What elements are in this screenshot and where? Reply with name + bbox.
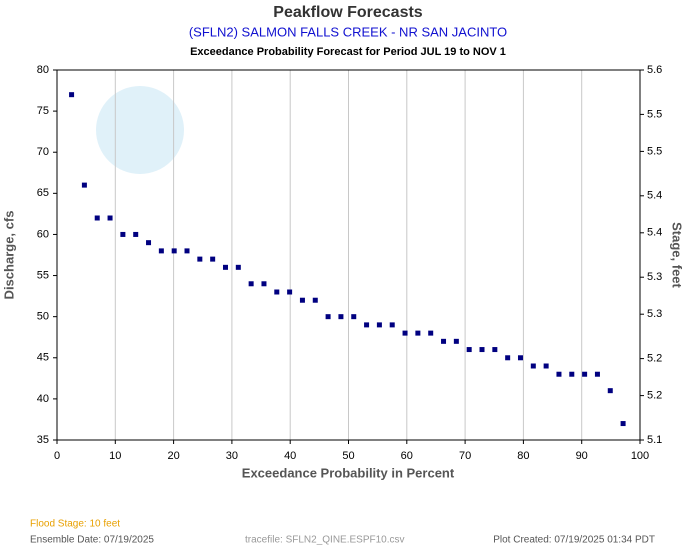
ensemble-date: Ensemble Date: 07/19/2025 — [30, 535, 154, 546]
y-axis-label: Discharge, cfs — [1, 211, 16, 300]
point — [222, 264, 228, 270]
x-tick-label: 80 — [517, 450, 529, 462]
point — [517, 355, 523, 361]
point — [312, 297, 318, 303]
point — [184, 248, 190, 254]
point — [158, 248, 164, 254]
tracefile: tracefile: SFLN2_QINE.ESPF10.csv — [245, 535, 405, 546]
point — [505, 355, 511, 361]
y-tick-label: 80 — [37, 64, 49, 76]
y-tick-label: 65 — [37, 187, 49, 199]
point — [235, 264, 241, 270]
x-tick-label: 30 — [226, 450, 238, 462]
point — [197, 256, 203, 262]
flood-stage: Flood Stage: 10 feet — [30, 519, 120, 530]
point — [120, 231, 126, 237]
y2-tick-label: 5.5 — [647, 145, 662, 157]
y2-axis-label: Stage, feet — [670, 222, 685, 288]
point — [299, 297, 305, 303]
point — [415, 330, 421, 336]
x-axis-label: Exceedance Probability in Percent — [242, 465, 455, 480]
point — [261, 281, 267, 287]
y2-tick-label: 5.3 — [647, 308, 662, 320]
x-tick-label: 40 — [284, 450, 296, 462]
x-tick-label: 70 — [459, 450, 471, 462]
x-tick-label: 90 — [576, 450, 588, 462]
point — [582, 371, 588, 377]
point — [389, 322, 395, 328]
point — [607, 388, 613, 394]
y2-tick-label: 5.2 — [647, 353, 662, 365]
point — [146, 240, 152, 246]
point — [594, 371, 600, 377]
x-tick-label: 20 — [167, 450, 179, 462]
point — [364, 322, 370, 328]
y-tick-label: 40 — [37, 393, 49, 405]
point — [325, 314, 331, 320]
point — [274, 289, 280, 295]
y-tick-label: 45 — [37, 352, 49, 364]
point — [287, 289, 293, 295]
y-tick-label: 70 — [37, 146, 49, 158]
point — [569, 371, 575, 377]
point — [351, 314, 357, 320]
point — [133, 231, 139, 237]
y-tick-label: 55 — [37, 269, 49, 281]
point — [466, 347, 472, 353]
x-tick-label: 60 — [401, 450, 413, 462]
y-tick-label: 50 — [37, 311, 49, 323]
point — [210, 256, 216, 262]
y-tick-label: 75 — [37, 105, 49, 117]
x-tick-label: 10 — [109, 450, 121, 462]
y2-tick-label: 5.6 — [647, 64, 662, 76]
y2-tick-label: 5.1 — [647, 434, 662, 446]
point — [376, 322, 382, 328]
chart-title: Peakflow Forecasts — [273, 4, 423, 21]
point — [530, 363, 536, 369]
point — [107, 215, 113, 221]
point — [620, 421, 626, 427]
x-tick-label: 0 — [54, 450, 60, 462]
y2-tick-label: 5.3 — [647, 271, 662, 283]
point — [479, 347, 485, 353]
y-tick-label: 35 — [37, 434, 49, 446]
point — [556, 371, 562, 377]
x-tick-label: 100 — [631, 450, 649, 462]
point — [402, 330, 408, 336]
point — [441, 338, 447, 344]
point — [69, 92, 75, 98]
point — [453, 338, 459, 344]
y2-tick-label: 5.5 — [647, 108, 662, 120]
x-tick-label: 50 — [342, 450, 354, 462]
point — [171, 248, 177, 254]
point — [81, 182, 87, 188]
point — [543, 363, 549, 369]
y2-tick-label: 5.4 — [647, 190, 662, 202]
point — [94, 215, 100, 221]
plot-frame — [56, 69, 641, 441]
point — [428, 330, 434, 336]
y2-tick-label: 5.2 — [647, 390, 662, 402]
chart-subtitle: (SFLN2) SALMON FALLS CREEK - NR SAN JACI… — [189, 24, 507, 39]
logo — [96, 86, 184, 174]
period-label: Exceedance Probability Forecast for Peri… — [190, 46, 506, 58]
point — [248, 281, 254, 287]
y2-tick-label: 5.4 — [647, 227, 662, 239]
point — [338, 314, 344, 320]
point — [492, 347, 498, 353]
y-tick-label: 60 — [37, 228, 49, 240]
plot-created: Plot Created: 07/19/2025 01:34 PDT — [493, 535, 655, 546]
